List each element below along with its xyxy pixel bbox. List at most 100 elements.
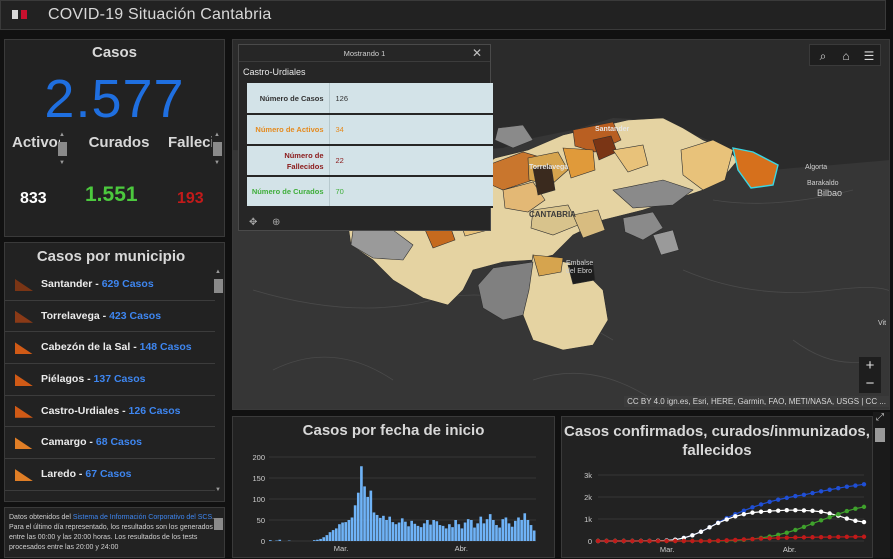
chart2-series-line [598,510,864,541]
chart2-point [750,505,754,509]
chart2-point [827,488,831,492]
fallecidos-label-scrollbar[interactable]: ▲▼ [213,132,222,168]
chart2-scrollbar[interactable]: ⤢ [873,412,890,558]
municipio-row[interactable]: Cabezón de la Sal - 148 Casos [5,332,215,364]
chart1-bar [517,517,520,541]
map-label-torrelavega: Torrelavega [529,164,568,171]
chart2-point [759,510,763,514]
chart1-bar [523,513,526,541]
chart2-point [793,535,797,539]
map-label-barakaldo: Barakaldo [807,180,839,187]
map-view[interactable]: Santander Torrelavega CANTABRIA Embalse … [232,39,890,410]
chart1-bar [363,486,366,541]
expand-icon[interactable]: ⤢ [876,412,884,423]
municipio-row[interactable]: Camargo - 68 Casos [5,427,215,459]
chart1-bar [489,514,492,541]
zoom-out-button[interactable]: − [859,375,881,393]
chart1-y-tick: 200 [252,453,265,462]
footer-scrollbar[interactable] [213,510,224,558]
municipio-row[interactable]: Laredo - 67 Casos [5,459,215,491]
chart2-point [613,539,617,543]
municipio-label: Cabezón de la Sal - 148 Casos [41,341,192,353]
casos-total: 2.577 [5,68,224,130]
chart2-point [733,538,737,542]
chart1-bar [392,522,395,541]
list-icon[interactable]: ☰ [860,47,878,65]
municipio-label: Laredo - 67 Casos [41,468,131,480]
chart2-point [793,528,797,532]
chart2-y-tick: 3k [584,471,592,480]
search-icon[interactable]: ⌕ [814,47,832,65]
activos-label-scrollbar[interactable]: ▲▼ [58,132,67,168]
chart2-point [776,497,780,501]
chart2-point [853,506,857,510]
chart1-bar [395,524,398,541]
chart2-point [716,521,720,525]
chart1-bar [486,519,489,541]
chart1-bar [410,521,413,541]
chart2-point [836,512,840,516]
chart2-point [862,482,866,486]
chart1-bar [461,528,464,541]
municipio-row[interactable]: Castro-Urdiales - 126 Casos [5,396,215,428]
chart1-bar [511,527,514,541]
popup-row-label: Número de Fallecidos [247,145,329,176]
home-icon[interactable]: ⌂ [837,47,855,65]
chart2-point [785,508,789,512]
chart1-bar [508,523,511,541]
chart1-bar [407,526,410,541]
data-source-note: Datos obtenidos del Sistema de Informaci… [4,507,225,558]
zoom-to-icon[interactable]: ⊕ [272,217,280,228]
chart1-bar [473,528,476,541]
municipio-symbol-icon [15,406,33,418]
chart2-point [725,517,729,521]
chart2-point [785,496,789,500]
chart1-bar [398,523,401,541]
chart1-bar [357,493,360,541]
popup-feature-name: Castro-Urdiales [243,67,306,77]
chart1-bar [495,525,498,541]
municipios-scrollbar[interactable]: ▲▼ [213,269,224,497]
chart2-point [673,539,677,543]
municipio-row[interactable]: Santander - 629 Casos [5,269,215,301]
municipio-row[interactable]: Piélagos - 137 Casos [5,364,215,396]
chart2-point [656,539,660,543]
popup-row-value: 22 [329,145,493,176]
pan-to-icon[interactable]: ✥ [249,217,257,228]
chart2-point [836,486,840,490]
chart2-point [622,539,626,543]
popup-row-value: 70 [329,176,493,207]
chart2-point [647,539,651,543]
chart2-point [810,521,814,525]
chart2-y-tick: 0 [588,537,592,546]
scs-link[interactable]: Sistema de Información Corporativo del S… [73,514,212,521]
chart2-point [750,537,754,541]
chart2-point [827,515,831,519]
chart2-point [604,539,608,543]
chart2-point [630,539,634,543]
feature-popup: Mostrando 1 ✕ Castro-Urdiales Número de … [238,44,491,231]
chart1-bar [439,525,442,541]
chart1-bar [483,523,486,541]
municipio-symbol-icon [15,437,33,449]
map-toolbar: ⌕ ⌂ ☰ [809,44,881,66]
chart1-bar [348,520,351,541]
fallecidos-label: Fallecidos [168,134,212,158]
popup-row-label: Número de Casos [247,83,329,114]
chart2-point [759,502,763,506]
chart1-bar [470,520,473,541]
casos-panel: Casos 2.577 Activos ▲▼ Curados Fallecido… [4,39,225,237]
municipio-row[interactable]: Torrelavega - 423 Casos [5,301,215,333]
chart1-bar [319,539,322,541]
popup-row-label: Número de Activos [247,114,329,145]
chart2-point [767,500,771,504]
zoom-in-button[interactable]: + [859,357,881,375]
close-icon[interactable]: ✕ [472,46,482,60]
chart1-bar [533,531,536,542]
municipio-symbol-icon [15,311,33,323]
chart1-bar [354,505,357,541]
